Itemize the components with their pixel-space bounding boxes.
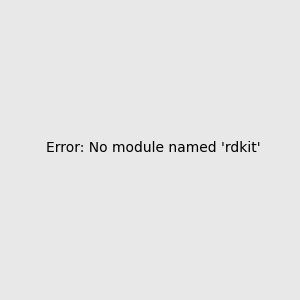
Text: Error: No module named 'rdkit': Error: No module named 'rdkit' xyxy=(46,140,261,154)
